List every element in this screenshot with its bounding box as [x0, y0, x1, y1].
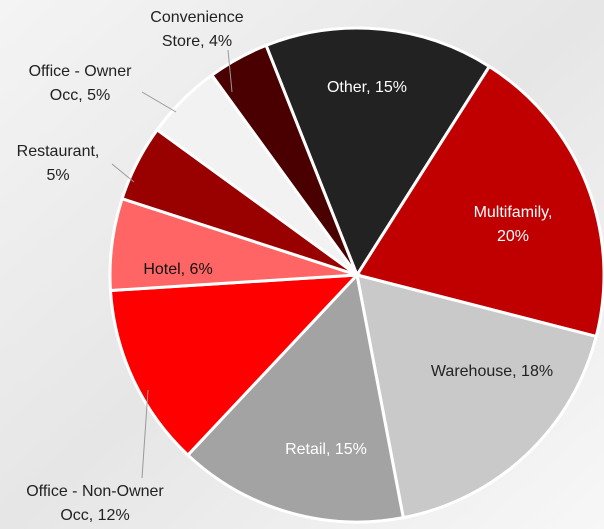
label-line: 20% — [497, 228, 529, 245]
label-line: Warehouse, 18% — [431, 363, 553, 380]
data-label: Retail, 15% — [285, 441, 367, 458]
pie-slice — [354, 64, 604, 339]
data-label: Convenience Store, 4% — [150, 9, 244, 50]
data-label: Restaurant, 5% — [17, 143, 100, 184]
data-label: Warehouse, 18% — [431, 363, 553, 380]
label-line: Convenience — [150, 9, 244, 26]
label-line: Occ, 5% — [50, 87, 110, 104]
label-line: Hotel, 6% — [143, 261, 212, 278]
leader-line — [141, 91, 177, 113]
data-label: Office - Owner Occ, 5% — [29, 63, 133, 104]
pie-slice — [185, 271, 406, 524]
pie-slice — [264, 26, 492, 279]
label-line: 5% — [46, 167, 69, 184]
label-line: Retail, 15% — [285, 441, 367, 458]
leader-line — [227, 49, 233, 93]
pie-slice — [355, 272, 599, 520]
label-line: Office - Owner — [29, 63, 133, 80]
label-line: Multifamily, — [474, 204, 553, 221]
leader-line — [111, 163, 135, 183]
leader-line — [141, 389, 149, 479]
label-line: Office - Non-Owner — [26, 483, 164, 500]
data-label: Office - Non-Owner Occ, 12% — [26, 483, 164, 524]
pie-slice — [108, 273, 361, 458]
label-line: Occ, 12% — [60, 507, 129, 524]
label-line: Restaurant, — [17, 143, 100, 160]
label-line: Other, 15% — [327, 79, 407, 96]
label-line: Store, 4% — [162, 33, 232, 50]
pie-slice — [209, 43, 359, 276]
data-label: Multifamily, 20% — [474, 204, 553, 245]
data-label: Hotel, 6% — [143, 261, 212, 278]
data-label: Other, 15% — [327, 79, 407, 96]
